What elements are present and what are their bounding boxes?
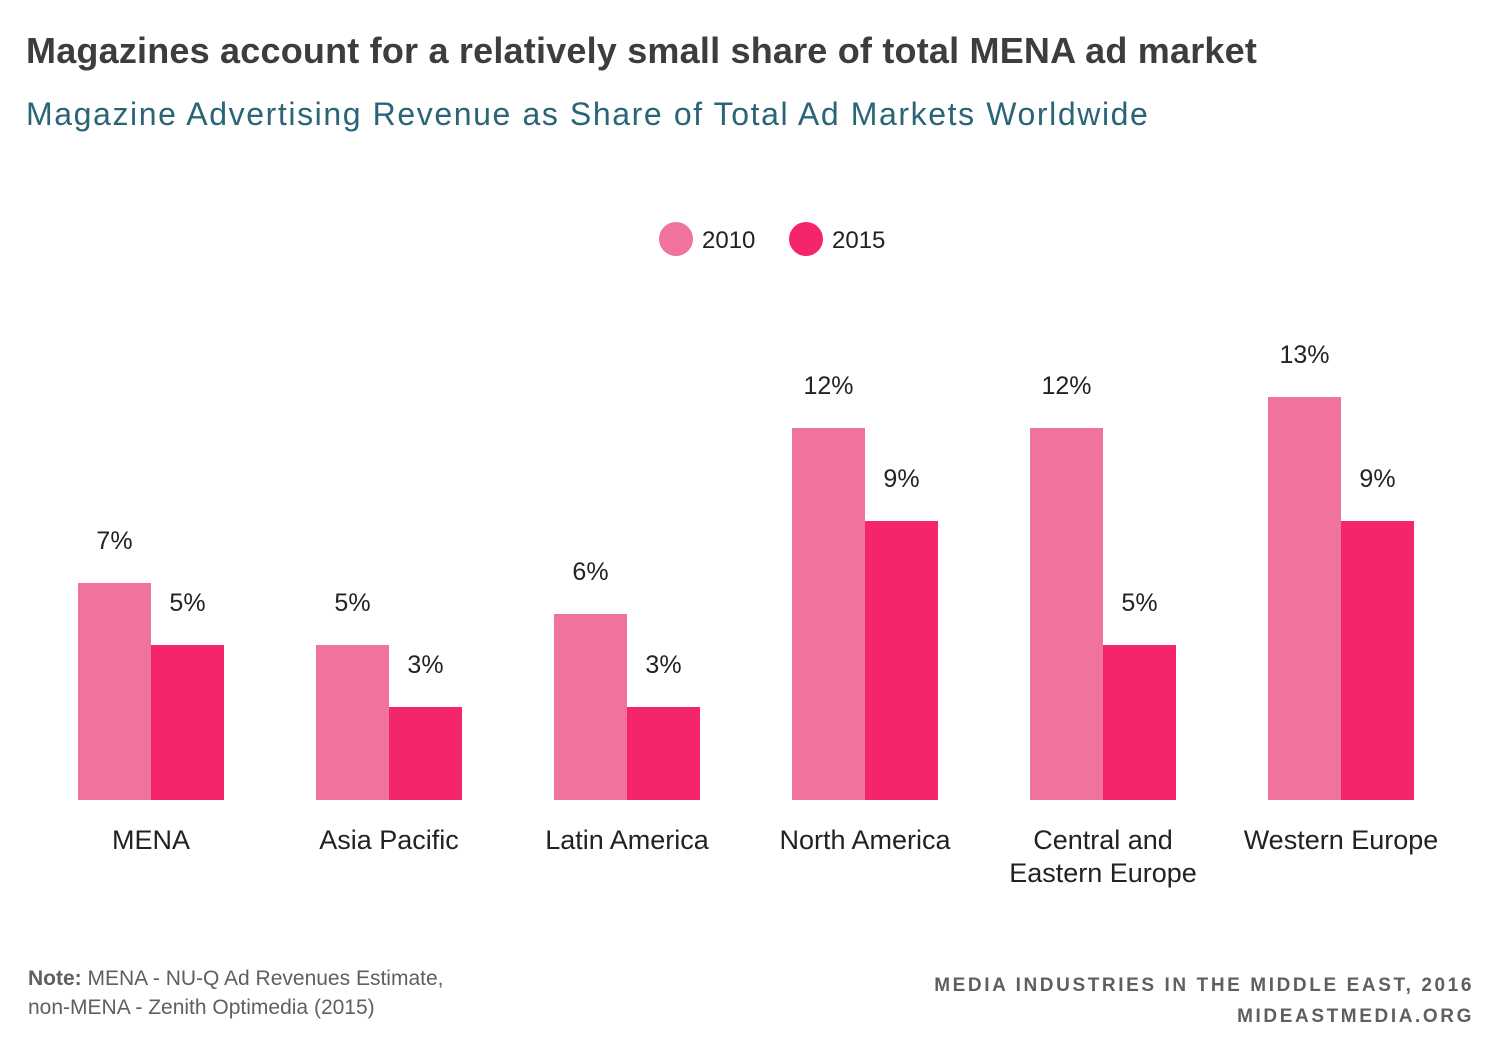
credit-line-2: MIDEASTMEDIA.ORG <box>1237 1006 1474 1027</box>
bar-2015-3 <box>865 521 938 800</box>
data-label-2015-0: 5% <box>169 589 205 617</box>
bar-2010-4 <box>1030 428 1103 800</box>
data-label-2010-5: 13% <box>1279 341 1329 369</box>
bar-2010-1 <box>316 645 389 800</box>
credit: MEDIA INDUSTRIES IN THE MIDDLE EAST, 201… <box>934 970 1474 1032</box>
data-label-2010-1: 5% <box>334 589 370 617</box>
data-label-2015-1: 3% <box>407 651 443 679</box>
legend-swatch-2015 <box>789 222 823 256</box>
chart-title: Magazines account for a relatively small… <box>26 30 1258 71</box>
category-label-0: MENA <box>112 825 190 855</box>
bar-2015-2 <box>627 707 700 800</box>
data-label-2015-3: 9% <box>883 465 919 493</box>
bar-2015-1 <box>389 707 462 800</box>
bar-2010-2 <box>554 614 627 800</box>
note-line-2: non-MENA - Zenith Optimedia (2015) <box>28 996 375 1019</box>
bar-2015-4 <box>1103 645 1176 800</box>
data-label-2010-2: 6% <box>572 558 608 586</box>
chart-subtitle: Magazine Advertising Revenue as Share of… <box>26 96 1150 132</box>
data-label-2010-3: 12% <box>803 372 853 400</box>
note-line-1: MENA - NU-Q Ad Revenues Estimate, <box>87 967 444 990</box>
category-label-1: Asia Pacific <box>319 825 459 855</box>
category-label-2: Latin America <box>545 825 710 855</box>
bar-2015-0 <box>151 645 224 800</box>
data-label-2015-4: 5% <box>1121 589 1157 617</box>
data-label-2015-2: 3% <box>645 651 681 679</box>
legend-label-2010: 2010 <box>702 227 755 254</box>
legend-label-2015: 2015 <box>832 227 885 254</box>
data-label-2015-5: 9% <box>1359 465 1395 493</box>
legend-swatch-2010 <box>659 222 693 256</box>
bar-2010-3 <box>792 428 865 800</box>
bar-2010-5 <box>1268 397 1341 800</box>
credit-line-1: MEDIA INDUSTRIES IN THE MIDDLE EAST, 201… <box>934 975 1474 996</box>
category-label-4: Central and <box>1033 825 1173 855</box>
category-label-3: North America <box>779 825 951 855</box>
data-label-2010-0: 7% <box>96 527 132 555</box>
source-note: Note: MENA - NU-Q Ad Revenues Estimate, … <box>28 964 443 1022</box>
bar-2015-5 <box>1341 521 1414 800</box>
category-label-5: Western Europe <box>1244 825 1439 855</box>
note-label: Note: <box>28 967 82 990</box>
data-label-2010-4: 12% <box>1041 372 1091 400</box>
category-label-4-line-1: Eastern Europe <box>1009 858 1197 888</box>
bar-2010-0 <box>78 583 151 800</box>
